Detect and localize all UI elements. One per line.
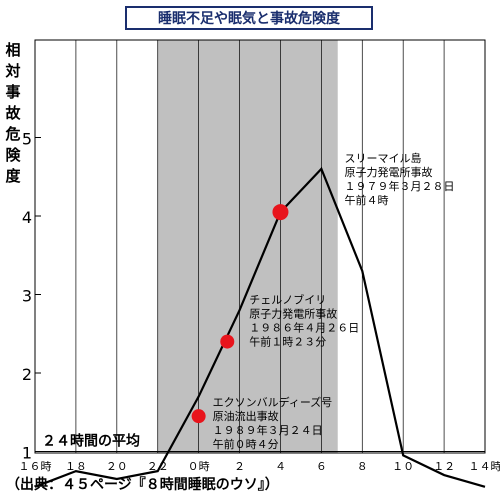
event-marker <box>272 204 288 220</box>
x-tick-label: １６時 <box>19 460 52 473</box>
event-marker <box>220 335 234 349</box>
event-annotation-line: スリーマイル島 <box>344 151 421 165</box>
x-tick-label: １４時 <box>469 460 500 473</box>
y-axis-label-char: 険 <box>3 145 23 166</box>
y-axis-label: 相対事故危険度 <box>3 40 23 187</box>
event-annotation-line: チェルノブイリ <box>249 293 326 307</box>
event-annotation-line: 原油流出事故 <box>213 409 279 423</box>
event-marker <box>192 409 206 423</box>
chart-title: 睡眠不足や眠気と事故危険度 <box>125 6 373 30</box>
event-annotation-line: 午前０時４分 <box>213 437 279 451</box>
x-tick-label: ２ <box>234 460 245 473</box>
y-tick-label: 3 <box>22 287 32 306</box>
source-note: （出典：４５ページ『８時間睡眠のウソ』） <box>6 474 279 494</box>
y-tick-label: 2 <box>22 365 32 384</box>
x-tick-label: ２２ <box>147 460 169 473</box>
event-annotation-line: １９７９年３月２８日 <box>344 179 454 193</box>
event-annotation-line: エクソンバルディーズ号 <box>213 395 333 409</box>
x-tick-label: ０時 <box>188 460 210 473</box>
x-tick-label: ６ <box>316 460 327 473</box>
y-axis-label-char: 危 <box>3 124 23 145</box>
event-annotation-line: １９８９年３月２４日 <box>213 423 323 437</box>
x-tick-label: ８ <box>357 460 368 473</box>
y-tick-label: 5 <box>22 130 32 149</box>
x-tick-label: ２０ <box>106 460 128 473</box>
x-tick-label: ４ <box>275 460 286 473</box>
average-reference-label: ２４時間の平均 <box>42 433 140 450</box>
event-annotation-line: 午前１時２３分 <box>249 335 326 349</box>
event-annotation-line: 原子力発電所事故 <box>249 307 337 321</box>
event-annotation-line: １９８６年４月２６日 <box>249 321 359 335</box>
night-shade-band <box>158 40 338 453</box>
x-tick-label: １２ <box>433 460 455 473</box>
event-annotation-line: 午前４時 <box>344 193 388 207</box>
y-axis-label-char: 度 <box>3 166 23 187</box>
x-tick-label: １０ <box>392 460 414 473</box>
y-tick-label: 4 <box>22 208 32 227</box>
x-tick-label: １８ <box>65 460 87 473</box>
y-axis-label-char: 故 <box>3 103 23 124</box>
y-axis-label-char: 対 <box>3 61 23 82</box>
y-axis-label-char: 事 <box>3 82 23 103</box>
event-annotation-line: 原子力発電所事故 <box>344 165 432 179</box>
y-axis-label-char: 相 <box>3 40 23 61</box>
